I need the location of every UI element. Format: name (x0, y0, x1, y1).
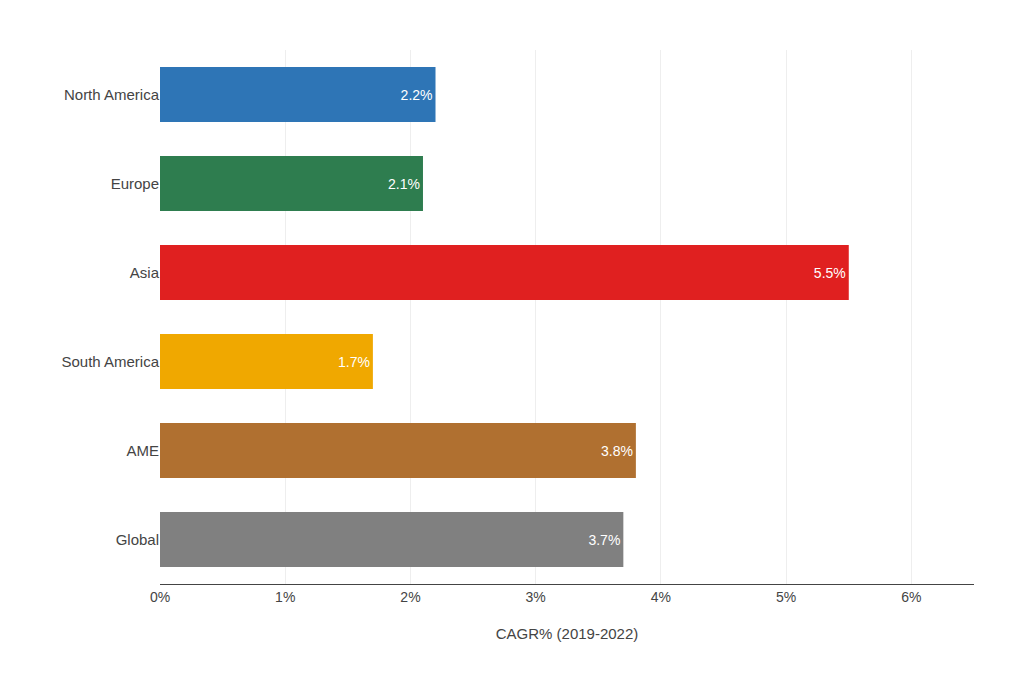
svg-text:South America: South America (61, 353, 159, 370)
svg-text:5%: 5% (776, 589, 796, 605)
svg-text:3%: 3% (526, 589, 546, 605)
svg-text:0%: 0% (150, 589, 170, 605)
svg-text:CAGR% (2019-2022): CAGR% (2019-2022) (496, 625, 639, 642)
svg-text:Asia: Asia (130, 264, 160, 281)
svg-text:3.8%: 3.8% (601, 443, 633, 459)
svg-text:AME: AME (126, 442, 159, 459)
svg-text:4%: 4% (651, 589, 671, 605)
svg-text:6%: 6% (901, 589, 921, 605)
svg-text:Europe: Europe (111, 175, 159, 192)
svg-text:3.7%: 3.7% (588, 532, 620, 548)
svg-text:5.5%: 5.5% (814, 265, 846, 281)
svg-text:North America: North America (64, 86, 160, 103)
svg-text:Global: Global (116, 531, 159, 548)
svg-text:1.7%: 1.7% (338, 354, 370, 370)
svg-text:2.1%: 2.1% (388, 176, 420, 192)
svg-text:2%: 2% (400, 589, 420, 605)
svg-text:1%: 1% (275, 589, 295, 605)
svg-text:2.2%: 2.2% (401, 87, 433, 103)
